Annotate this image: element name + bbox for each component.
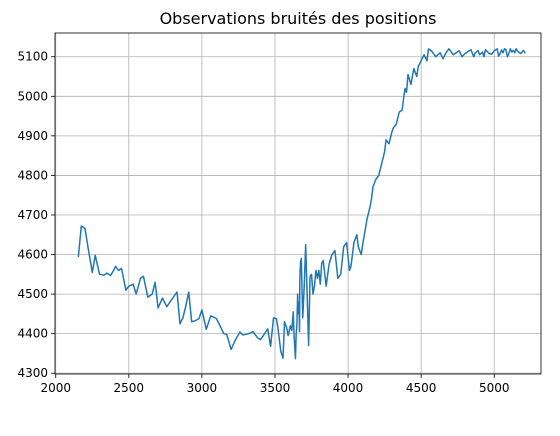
plot-frame xyxy=(54,32,542,375)
y-tick-label: 4300 xyxy=(17,366,48,380)
grid xyxy=(55,33,541,374)
series-layer xyxy=(77,48,526,360)
y-tick-label: 4400 xyxy=(17,327,48,341)
x-tick-label: 3000 xyxy=(187,381,218,395)
chart-title: Observations bruités des positions xyxy=(160,9,437,28)
x-tick-label: 5000 xyxy=(479,381,510,395)
x-tick-label: 4500 xyxy=(406,381,437,395)
x-axis: 2000 2500 3000 3500 4000 4500 5000 xyxy=(40,374,510,395)
y-tick-label: 4800 xyxy=(17,168,48,182)
y-tick-label: 4900 xyxy=(17,129,48,143)
x-tick-label: 2500 xyxy=(114,381,145,395)
x-tick-label: 4000 xyxy=(333,381,364,395)
y-tick-label: 4600 xyxy=(17,248,48,262)
y-tick-label: 5100 xyxy=(17,50,48,64)
series-line-positions xyxy=(77,48,526,360)
y-tick-label: 5000 xyxy=(17,89,48,103)
y-tick-label: 4500 xyxy=(17,287,48,301)
y-axis: 4300 4400 4500 4600 4700 4800 4900 5000 5100 xyxy=(17,50,55,380)
y-tick-label: 4700 xyxy=(17,208,48,222)
x-tick-label: 2000 xyxy=(40,381,71,395)
x-tick-label: 3500 xyxy=(260,381,291,395)
